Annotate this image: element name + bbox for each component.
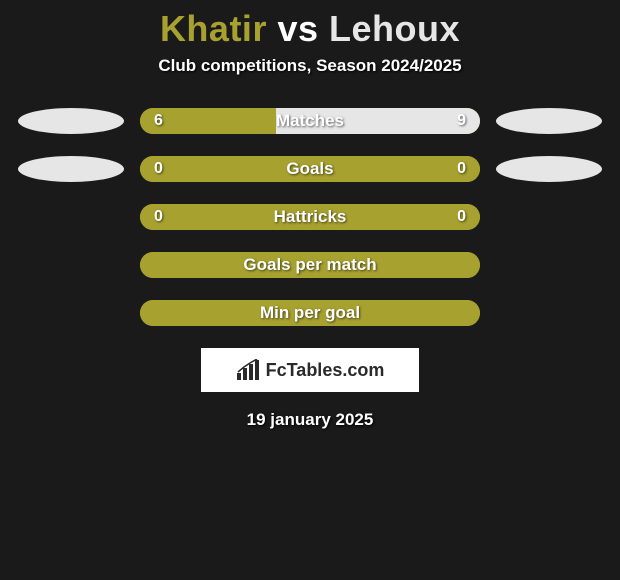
oval-spacer [496, 252, 602, 278]
subtitle: Club competitions, Season 2024/2025 [0, 56, 620, 76]
bar-values: 69 [140, 108, 480, 134]
bar-values [140, 252, 480, 278]
stat-row: Goals per match [0, 252, 620, 278]
branding-text: FcTables.com [266, 360, 385, 381]
player2-oval [496, 108, 602, 134]
p1-value: 6 [154, 112, 163, 130]
p2-value: 0 [457, 208, 466, 226]
p2-value: 9 [457, 112, 466, 130]
page-title: Khatir vs Lehoux [0, 0, 620, 50]
branding-badge: FcTables.com [201, 348, 419, 392]
stat-row: 69Matches [0, 108, 620, 134]
bar-values: 00 [140, 156, 480, 182]
oval-spacer [18, 300, 124, 326]
bar-values [140, 300, 480, 326]
title-vs: vs [277, 8, 318, 49]
bar-values: 00 [140, 204, 480, 230]
stat-rows: 69Matches00Goals00HattricksGoals per mat… [0, 108, 620, 326]
player1-oval [18, 156, 124, 182]
stat-row: Min per goal [0, 300, 620, 326]
stat-bar: 00Hattricks [140, 204, 480, 230]
stat-row: 00Hattricks [0, 204, 620, 230]
date-text: 19 january 2025 [0, 410, 620, 430]
oval-spacer [18, 252, 124, 278]
player1-oval [18, 108, 124, 134]
oval-spacer [496, 204, 602, 230]
title-player1: Khatir [160, 8, 267, 49]
chart-icon [236, 359, 260, 381]
p1-value: 0 [154, 160, 163, 178]
stat-bar: 69Matches [140, 108, 480, 134]
title-player2: Lehoux [329, 8, 460, 49]
stat-row: 00Goals [0, 156, 620, 182]
p2-value: 0 [457, 160, 466, 178]
stat-bar: Min per goal [140, 300, 480, 326]
player2-oval [496, 156, 602, 182]
oval-spacer [496, 300, 602, 326]
p1-value: 0 [154, 208, 163, 226]
oval-spacer [18, 204, 124, 230]
stat-bar: Goals per match [140, 252, 480, 278]
stat-bar: 00Goals [140, 156, 480, 182]
